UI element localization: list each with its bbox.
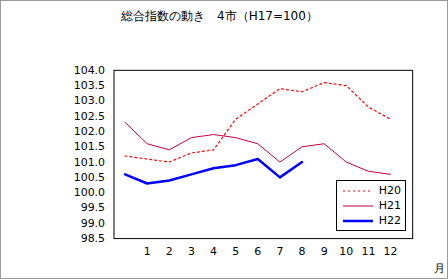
svg-text:102.0: 102.0 xyxy=(74,125,105,138)
svg-text:100.5: 100.5 xyxy=(74,171,105,184)
svg-text:10: 10 xyxy=(339,245,353,258)
svg-text:103.5: 103.5 xyxy=(74,79,105,92)
svg-text:7: 7 xyxy=(276,245,283,258)
svg-text:100.0: 100.0 xyxy=(74,186,105,199)
html-text:総合指数の動き 4市（H17=100）: 総合指数の動き 4市（H17=100） xyxy=(121,9,318,23)
svg-text:11: 11 xyxy=(361,245,375,258)
svg-text:99.5: 99.5 xyxy=(81,201,105,214)
svg-text:12: 12 xyxy=(384,245,398,258)
svg-text:99.0: 99.0 xyxy=(81,217,105,230)
svg-text:104.0: 104.0 xyxy=(74,64,105,77)
svg-text:103.0: 103.0 xyxy=(74,94,105,107)
svg-text:102.5: 102.5 xyxy=(74,110,105,123)
svg-text:101.5: 101.5 xyxy=(74,140,105,153)
svg-text:5: 5 xyxy=(232,245,239,258)
html-text:H22: H22 xyxy=(378,214,401,227)
svg-text:4: 4 xyxy=(210,245,217,258)
svg-text:2: 2 xyxy=(166,245,173,258)
svg-text:101.0: 101.0 xyxy=(74,156,105,169)
svg-text:6: 6 xyxy=(254,245,261,258)
svg-text:1: 1 xyxy=(144,245,151,258)
svg-text:8: 8 xyxy=(299,245,306,258)
svg-text:3: 3 xyxy=(188,245,195,258)
html-text:H21: H21 xyxy=(378,199,401,212)
svg-text:月: 月 xyxy=(434,262,445,274)
svg-text:98.5: 98.5 xyxy=(81,232,105,245)
svg-text:9: 9 xyxy=(321,245,328,258)
html-text:H20: H20 xyxy=(378,184,401,197)
